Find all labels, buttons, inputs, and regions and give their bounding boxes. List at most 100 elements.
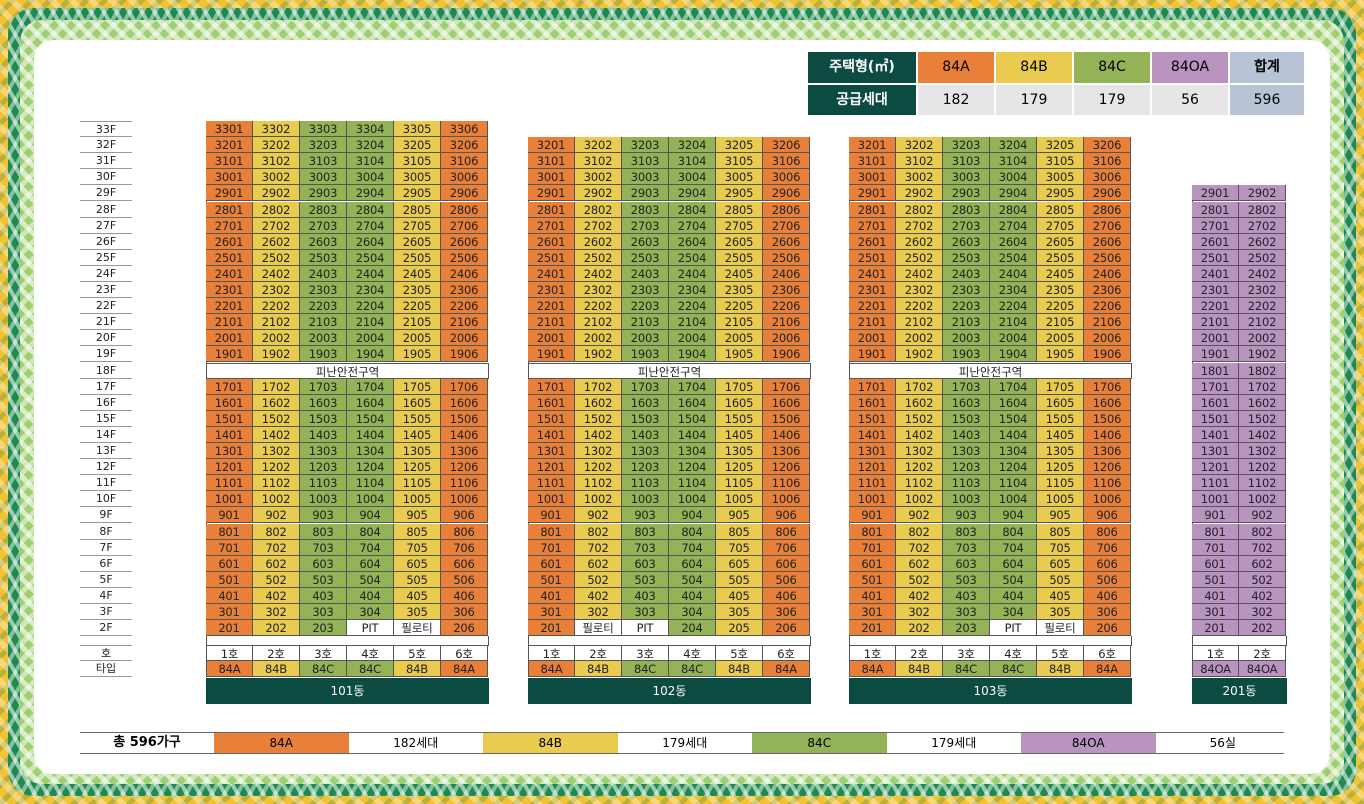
unit-cell: 1202 bbox=[1239, 459, 1286, 476]
unit-cell: 1403 bbox=[300, 426, 347, 443]
unit-cell: 2002 bbox=[896, 330, 943, 347]
unit-cell: 402 bbox=[896, 587, 943, 604]
unit-cell: 3003 bbox=[943, 169, 990, 186]
unit-cell: 2905 bbox=[716, 185, 763, 202]
floor-label: 23F bbox=[80, 282, 132, 298]
unit-cell: 305 bbox=[1037, 604, 1084, 620]
unit-cell: 2605 bbox=[394, 233, 441, 250]
unit-number: 4호 bbox=[347, 645, 394, 662]
floor-label: 7F bbox=[80, 540, 132, 556]
unit-cell: 2903 bbox=[622, 185, 669, 202]
unit-cell: 1401 bbox=[206, 426, 253, 443]
unit-cell: 602 bbox=[896, 555, 943, 572]
unit-cell: 701 bbox=[1192, 539, 1239, 556]
unit-cell: 3204 bbox=[669, 137, 716, 154]
floor-label: 28F bbox=[80, 202, 132, 218]
unit-cell: 3006 bbox=[1084, 169, 1131, 186]
unit-cell: 1303 bbox=[300, 443, 347, 459]
unit-cell: 805 bbox=[716, 523, 763, 540]
unit-cell: 1304 bbox=[990, 443, 1037, 459]
unit-cell: 202 bbox=[253, 620, 300, 637]
unit-cell: 2401 bbox=[528, 265, 575, 282]
unit-cell: 602 bbox=[253, 555, 300, 572]
unit-cell: 3004 bbox=[347, 169, 394, 186]
unit-cell: 806 bbox=[763, 523, 810, 540]
unit-cell: 405 bbox=[394, 587, 441, 604]
unit-cell: 2203 bbox=[300, 298, 347, 315]
unit-cell: 803 bbox=[943, 523, 990, 540]
unit-cell: 3002 bbox=[896, 169, 943, 186]
unit-cell: 704 bbox=[347, 539, 394, 556]
unit-cell: 1102 bbox=[896, 475, 943, 492]
unit-cell: 1601 bbox=[1192, 394, 1239, 411]
unit-cell: 1203 bbox=[943, 459, 990, 476]
unit-cell: 3205 bbox=[716, 137, 763, 154]
unit-cell: 803 bbox=[300, 523, 347, 540]
floor-label: 10F bbox=[80, 491, 132, 508]
floor-label: 30F bbox=[80, 169, 132, 186]
unit-cell: 806 bbox=[1084, 523, 1131, 540]
unit-cell: 3001 bbox=[849, 169, 896, 186]
summary-count-84A: 182 bbox=[918, 84, 994, 115]
unit-cell: 2204 bbox=[990, 298, 1037, 315]
unit-cell: 2002 bbox=[1239, 330, 1286, 347]
unit-cell: 2106 bbox=[441, 314, 488, 331]
summary-type-84OA: 84OA bbox=[1152, 52, 1228, 83]
unit-cell: 1101 bbox=[528, 475, 575, 492]
unit-cell: 2602 bbox=[575, 233, 622, 250]
unit-cell: 902 bbox=[896, 507, 943, 524]
unit-cell: 403 bbox=[943, 587, 990, 604]
unit-cell: 2006 bbox=[441, 330, 488, 347]
unit-cell: 305 bbox=[716, 604, 763, 620]
unit-cell: 606 bbox=[441, 555, 488, 572]
unit-cell: 2704 bbox=[347, 217, 394, 234]
floor-label: 12F bbox=[80, 459, 132, 476]
unit-cell: 2905 bbox=[394, 185, 441, 202]
unit-cell: 3302 bbox=[253, 121, 300, 137]
unit-cell: 402 bbox=[575, 587, 622, 604]
unit-cell: 2901 bbox=[528, 185, 575, 202]
unit-cell: 801 bbox=[849, 523, 896, 540]
unit-cell: 2401 bbox=[206, 265, 253, 282]
unit-cell: 3106 bbox=[441, 153, 488, 170]
floor-label: 4F bbox=[80, 588, 132, 604]
unit-type: 84A bbox=[206, 661, 253, 678]
unit-cell: 203 bbox=[300, 620, 347, 637]
unit-cell: 1206 bbox=[441, 459, 488, 476]
unit-cell: 3005 bbox=[716, 169, 763, 186]
unit-cell: 201 bbox=[849, 620, 896, 637]
unit-cell: 2205 bbox=[394, 298, 441, 315]
unit-cell: 705 bbox=[394, 539, 441, 556]
unit-cell: 1303 bbox=[622, 443, 669, 459]
unit-cell: 502 bbox=[1239, 571, 1286, 588]
unit-cell: 801 bbox=[1192, 523, 1239, 540]
unit-cell: 3004 bbox=[990, 169, 1037, 186]
unit-number: 1호 bbox=[849, 645, 896, 662]
floor-label: 16F bbox=[80, 395, 132, 411]
unit-cell: 2604 bbox=[990, 233, 1037, 250]
unit-cell: 1206 bbox=[763, 459, 810, 476]
unit-cell: 1002 bbox=[1239, 491, 1286, 508]
unit-cell: 504 bbox=[347, 571, 394, 588]
unit-cell: 306 bbox=[763, 604, 810, 620]
unit-cell: 2103 bbox=[943, 314, 990, 331]
unit-type: 84C bbox=[943, 661, 990, 678]
unit-cell: 1104 bbox=[347, 475, 394, 492]
unit-cell: 1702 bbox=[1239, 378, 1286, 395]
unit-cell: 502 bbox=[575, 571, 622, 588]
unit-cell: 1202 bbox=[253, 459, 300, 476]
unit-cell: 2306 bbox=[763, 282, 810, 298]
unit-cell: 1301 bbox=[849, 443, 896, 459]
unit-cell: 1604 bbox=[347, 394, 394, 411]
unit-cell: 2604 bbox=[669, 233, 716, 250]
unit-cell: 604 bbox=[347, 555, 394, 572]
unit-cell: 1101 bbox=[206, 475, 253, 492]
unit-cell: 1004 bbox=[347, 491, 394, 508]
floor-label: 14F bbox=[80, 427, 132, 443]
unit-type: 84A bbox=[849, 661, 896, 678]
unit-cell: 1701 bbox=[528, 378, 575, 395]
unit-cell: 203 bbox=[943, 620, 990, 637]
unit-cell: 2005 bbox=[716, 330, 763, 347]
unit-cell: 2705 bbox=[394, 217, 441, 234]
unit-type: 84B bbox=[896, 661, 943, 678]
